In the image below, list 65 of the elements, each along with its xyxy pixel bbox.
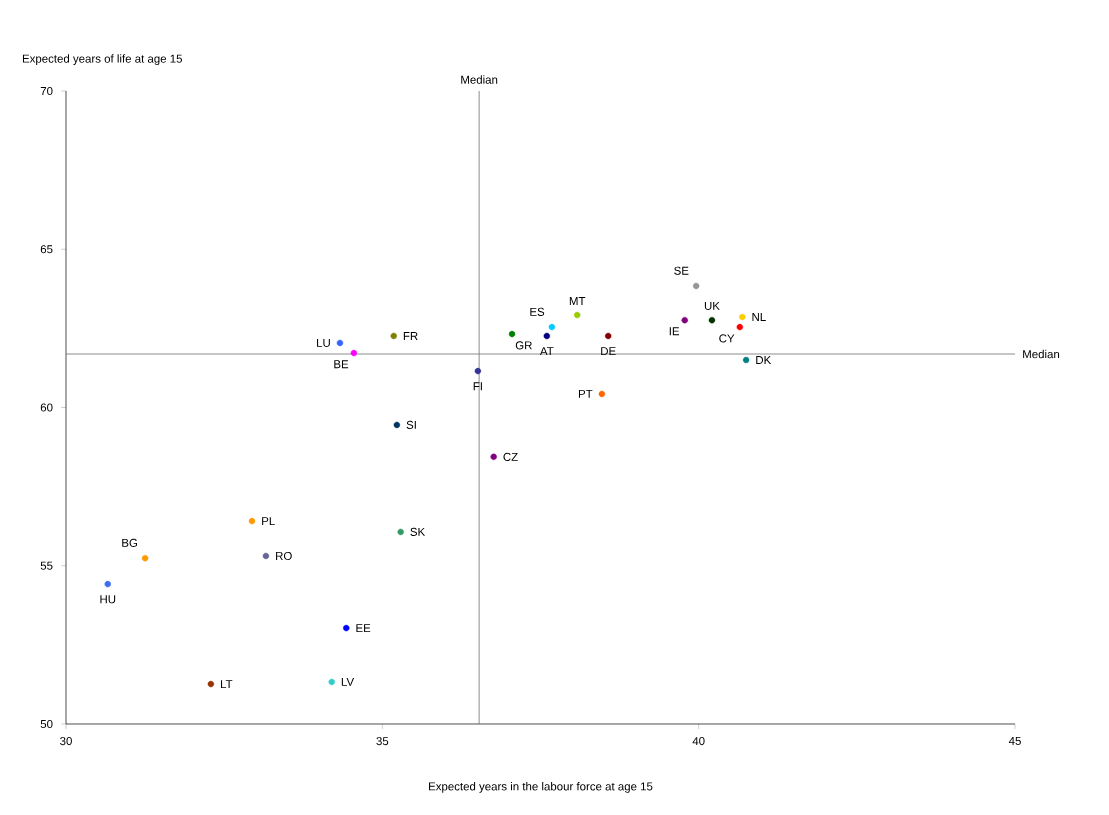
point bbox=[104, 580, 111, 588]
y-tick-label: 55 bbox=[40, 561, 53, 570]
series-label: BG bbox=[122, 538, 138, 547]
series-label: IE bbox=[669, 327, 680, 336]
point bbox=[336, 339, 344, 347]
point bbox=[393, 421, 401, 429]
series-label: GR bbox=[515, 341, 532, 350]
series-label: LV bbox=[341, 677, 355, 686]
series-label: DK bbox=[756, 356, 772, 364]
y-tick-label: 70 bbox=[40, 86, 53, 96]
series-label: PL bbox=[262, 517, 275, 526]
point bbox=[681, 316, 688, 324]
point bbox=[350, 349, 358, 357]
series-label: BE bbox=[334, 360, 349, 369]
point bbox=[490, 453, 497, 461]
series-label: LT bbox=[221, 680, 233, 689]
x-tick-label: 40 bbox=[692, 737, 705, 746]
series-label: CY bbox=[719, 334, 735, 343]
series-label: CZ bbox=[503, 452, 518, 461]
series-label: SE bbox=[674, 266, 689, 275]
series-label: NL bbox=[752, 313, 766, 321]
series-label: UK bbox=[704, 301, 720, 310]
point bbox=[141, 554, 149, 562]
y-tick-label: 65 bbox=[40, 245, 53, 254]
series-label: FR bbox=[403, 332, 418, 340]
y-tick-label: 50 bbox=[40, 719, 53, 729]
series-label: HU bbox=[100, 595, 116, 604]
series-label: SK bbox=[410, 527, 426, 536]
series-label: PT bbox=[578, 389, 593, 398]
point bbox=[739, 313, 746, 321]
point bbox=[397, 528, 404, 536]
series-label: RO bbox=[276, 551, 292, 560]
point bbox=[742, 356, 750, 364]
ref-line-label: Median bbox=[1023, 349, 1060, 359]
point bbox=[390, 332, 397, 340]
point bbox=[474, 367, 482, 375]
point bbox=[248, 517, 256, 525]
point bbox=[692, 282, 700, 290]
series-label: DE bbox=[601, 347, 616, 356]
series-label: SI bbox=[406, 420, 416, 429]
point bbox=[605, 332, 612, 340]
point bbox=[574, 311, 581, 319]
x-tick-label: 35 bbox=[376, 737, 389, 746]
ref-line-label: Median bbox=[461, 75, 498, 84]
x-tick-label: 30 bbox=[60, 737, 72, 746]
series-label: EE bbox=[356, 624, 371, 633]
series-label: FI bbox=[473, 382, 482, 391]
point bbox=[708, 316, 716, 324]
series-label: ES bbox=[530, 307, 545, 316]
y-axis-title: Expected years of life at age 15 bbox=[22, 54, 182, 65]
x-tick-label: 45 bbox=[1008, 737, 1021, 746]
series-label: LU bbox=[317, 338, 330, 347]
series-label: AT bbox=[539, 347, 554, 356]
point bbox=[736, 323, 743, 331]
series-label: MT bbox=[569, 297, 586, 305]
point bbox=[598, 390, 606, 398]
point bbox=[328, 678, 335, 686]
point bbox=[508, 330, 516, 338]
y-tick-label: 60 bbox=[40, 403, 53, 412]
point bbox=[262, 552, 270, 560]
point bbox=[207, 680, 215, 688]
point bbox=[543, 332, 551, 340]
point bbox=[343, 624, 350, 632]
point bbox=[548, 323, 556, 331]
x-axis-title: Expected years in the labour force at age 15 bbox=[429, 782, 653, 793]
